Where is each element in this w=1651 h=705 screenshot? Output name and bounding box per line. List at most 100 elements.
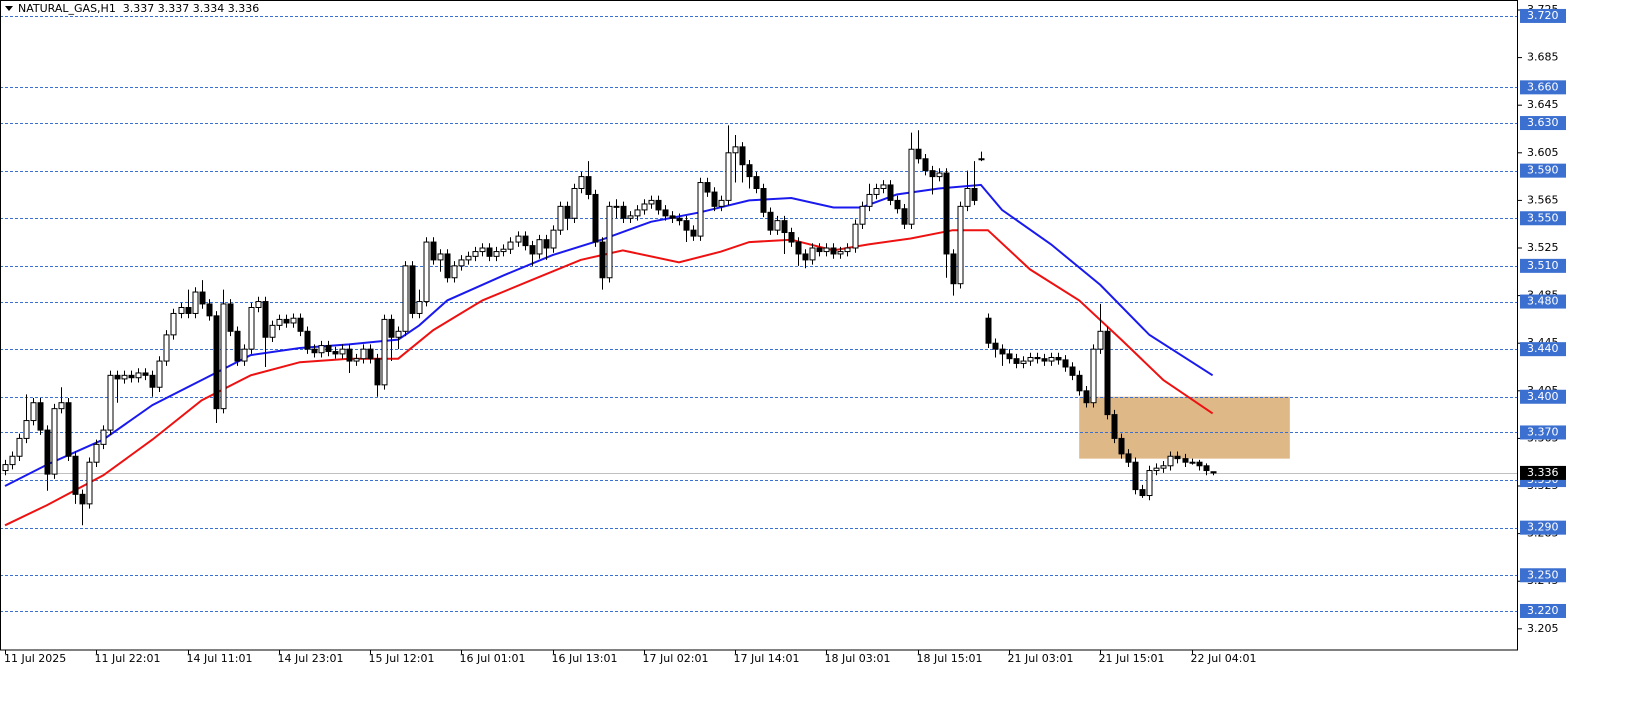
candle-body — [1069, 366, 1076, 376]
candle-body — [894, 199, 901, 210]
candle-body — [704, 182, 711, 193]
x-tick-label: 14 Jul 23:01 — [278, 652, 344, 665]
candle-body — [950, 253, 957, 285]
candle-body — [220, 303, 227, 410]
candle-body — [852, 223, 859, 249]
candle-body — [1104, 330, 1111, 416]
plot-area — [0, 16, 1518, 612]
candle-body — [1076, 374, 1083, 392]
candle-body — [444, 253, 451, 279]
level-label-box — [1520, 342, 1566, 357]
candle-body — [774, 220, 781, 231]
candle-body — [578, 176, 585, 190]
candle-body — [65, 402, 72, 457]
candle-body — [880, 184, 887, 190]
candle-body — [304, 330, 311, 350]
zone — [1079, 396, 1290, 459]
candle-body — [816, 247, 823, 253]
candle-body — [276, 318, 283, 326]
candle-body — [311, 348, 318, 354]
candle-body — [486, 247, 493, 257]
level-label: 3.220 — [1527, 604, 1559, 617]
candle-body — [592, 193, 599, 243]
x-tick-label: 18 Jul 15:01 — [917, 652, 983, 665]
last-price-label: 3.336 — [1527, 466, 1559, 479]
candle-body — [676, 217, 683, 222]
level-label-box — [1520, 294, 1566, 309]
candle-body — [269, 324, 276, 338]
candle-body — [943, 172, 950, 255]
candle-body — [901, 208, 908, 225]
last-price-box — [1520, 465, 1566, 480]
y-tick-label: 3.685 — [1527, 51, 1559, 64]
candle-body — [669, 215, 676, 219]
level-label: 3.720 — [1527, 9, 1559, 22]
candle-body — [985, 317, 992, 344]
candle-body — [809, 247, 816, 261]
candle-body — [213, 315, 220, 410]
candle-body — [1090, 348, 1097, 404]
level-label-box — [1520, 8, 1566, 23]
candle-body — [93, 443, 100, 463]
candle-body — [332, 351, 339, 355]
candle-body — [1041, 358, 1048, 362]
candle-body — [409, 265, 416, 314]
menu-arrow[interactable] — [5, 6, 13, 11]
level-label-box — [1520, 80, 1566, 95]
candle-body — [262, 301, 269, 338]
candle-body — [655, 199, 662, 211]
y-tick-label: 3.525 — [1527, 241, 1559, 254]
candle-body — [234, 330, 241, 362]
candle-body — [297, 317, 304, 332]
x-tick-label: 21 Jul 15:01 — [1099, 652, 1165, 665]
candle-body — [1182, 458, 1189, 463]
level-label-box — [1520, 425, 1566, 440]
candle-body — [149, 374, 156, 388]
candle-body — [992, 342, 999, 350]
candle-body — [641, 203, 648, 211]
candle-body — [507, 241, 514, 250]
candle-body — [416, 301, 423, 314]
candle-body — [788, 232, 795, 243]
candle-body — [1006, 353, 1013, 360]
candle-body — [557, 205, 564, 231]
candle-body — [718, 199, 725, 207]
candle-body — [767, 211, 774, 231]
candle-body — [1013, 358, 1020, 364]
x-tick-label: 14 Jul 11:01 — [187, 652, 253, 665]
candle-body — [206, 303, 213, 317]
candle-body — [746, 164, 753, 178]
candle-body — [51, 408, 58, 475]
candle-body — [606, 205, 613, 279]
candle-body — [325, 345, 332, 353]
level-label: 3.590 — [1527, 164, 1559, 177]
candle-body — [318, 345, 325, 354]
level-label: 3.440 — [1527, 342, 1559, 355]
candle-body — [1027, 356, 1034, 362]
candle-body — [437, 253, 444, 261]
candle-body — [107, 374, 114, 431]
x-tick-label: 22 Jul 04:01 — [1191, 652, 1257, 665]
candle-body — [634, 209, 641, 217]
candle-body — [739, 146, 746, 166]
candle-body — [185, 307, 192, 314]
candle-body — [360, 348, 367, 360]
candle-body — [192, 291, 199, 314]
candle-body — [936, 172, 943, 178]
candle-body — [9, 455, 16, 466]
candle-body — [753, 176, 760, 190]
candle-body — [1083, 390, 1090, 404]
candle-body — [430, 241, 437, 261]
candle-body — [79, 493, 86, 505]
candle-body — [72, 455, 79, 495]
candle-body — [837, 251, 844, 255]
candle-body — [543, 239, 550, 249]
candle-body — [781, 220, 788, 234]
candle-body — [529, 245, 536, 255]
candle-body — [58, 402, 65, 410]
candle-body — [346, 348, 353, 362]
candle-body — [908, 148, 915, 225]
level-label-box — [1520, 258, 1566, 273]
candle-body — [255, 301, 262, 309]
